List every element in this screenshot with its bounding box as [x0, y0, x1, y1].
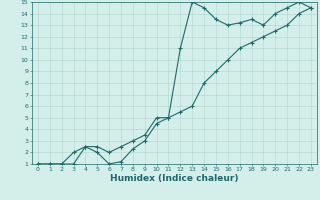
- X-axis label: Humidex (Indice chaleur): Humidex (Indice chaleur): [110, 174, 239, 183]
